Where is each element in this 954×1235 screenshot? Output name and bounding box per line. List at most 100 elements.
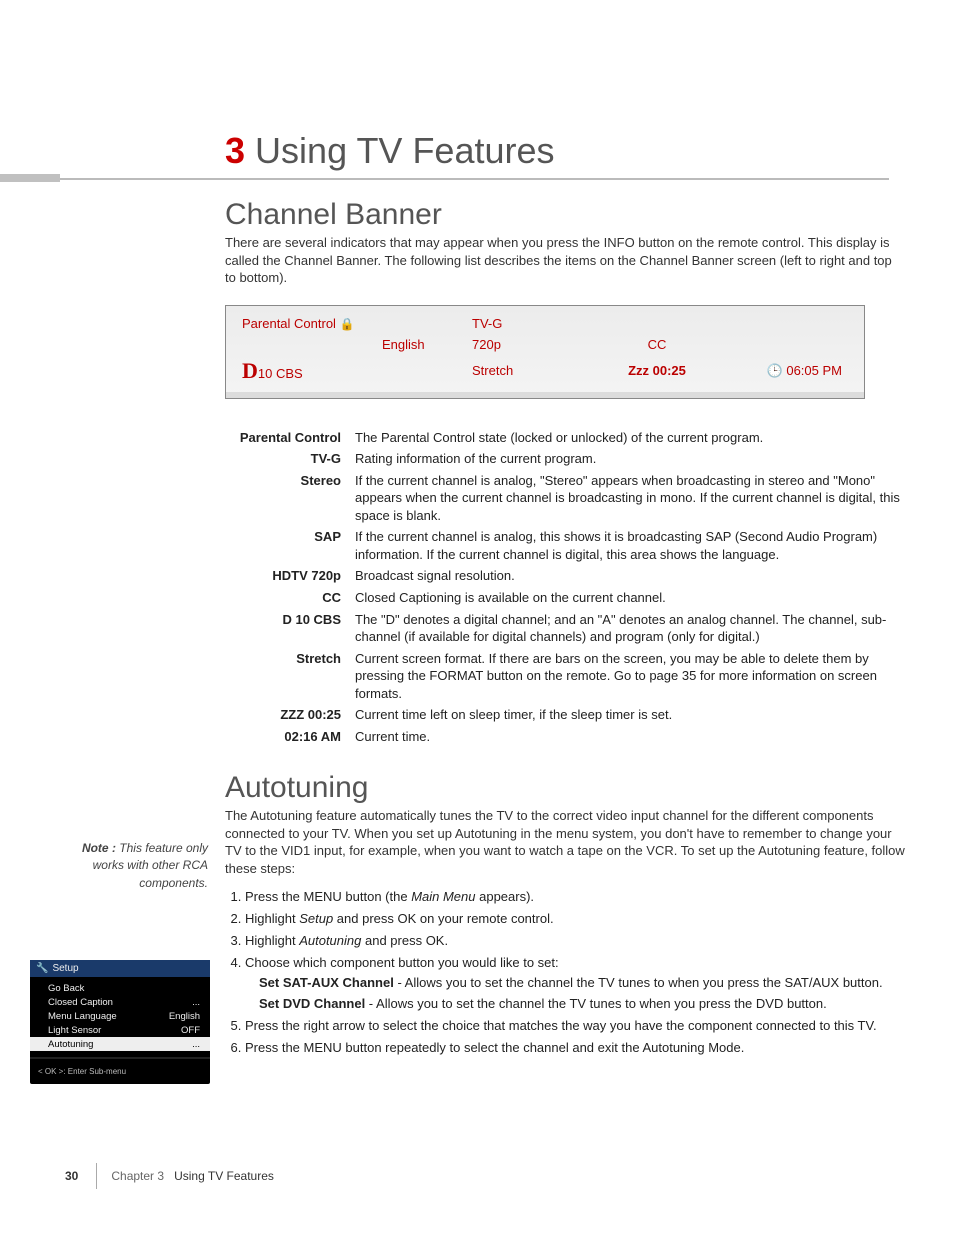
resolution-label: 720p <box>472 337 582 352</box>
definition-term: SAP <box>225 528 355 563</box>
definition-row: 02:16 AMCurrent time. <box>225 728 905 746</box>
definition-term: Stereo <box>225 472 355 525</box>
definition-row: Parental ControlThe Parental Control sta… <box>225 429 905 447</box>
definition-term: D 10 CBS <box>225 611 355 646</box>
definition-desc: Rating information of the current progra… <box>355 450 905 468</box>
definition-desc: If the current channel is analog, this s… <box>355 528 905 563</box>
clock-time: 06:05 PM <box>786 363 842 378</box>
step-text: Press the MENU button (the <box>245 889 411 904</box>
divider <box>60 178 889 180</box>
cc-label: CC <box>582 337 732 352</box>
step-sub-1: Set SAT-AUX Channel - Allows you to set … <box>259 974 905 992</box>
rating-label: TV-G <box>472 316 582 331</box>
channel-id: D10 CBS <box>242 358 382 384</box>
setup-menu-row-label: Light Sensor <box>48 1025 101 1036</box>
sleep-timer: Zzz 00:25 <box>582 363 732 378</box>
definition-row: TV-GRating information of the current pr… <box>225 450 905 468</box>
page-footer: 30 Chapter 3 Using TV Features <box>65 1163 274 1189</box>
setup-menu-row-value: ... <box>192 1039 200 1050</box>
clock-icon: 🕒 <box>767 363 783 379</box>
step-3: Highlight Autotuning and press OK. <box>245 932 905 950</box>
step-em: Setup <box>299 911 333 926</box>
step-em: Autotuning <box>299 933 361 948</box>
setup-menu-title: 🔧 Setup <box>30 960 210 977</box>
setup-menu-row-value: English <box>169 1011 200 1022</box>
page: 3 Using TV Features Channel Banner There… <box>0 0 954 1235</box>
setup-menu-row: Autotuning... <box>30 1037 210 1051</box>
definition-row: SAPIf the current channel is analog, thi… <box>225 528 905 563</box>
definition-term: CC <box>225 589 355 607</box>
definition-row: StretchCurrent screen format. If there a… <box>225 650 905 703</box>
digital-indicator: D <box>242 358 258 384</box>
definition-desc: If the current channel is analog, "Stere… <box>355 472 905 525</box>
side-note: Note : This feature only works with othe… <box>68 840 208 892</box>
channel-number: 10 CBS <box>258 366 303 381</box>
autotuning-intro: The Autotuning feature automatically tun… <box>225 807 905 877</box>
setup-menu-row-value: ... <box>192 997 200 1008</box>
step-4: Choose which component button you would … <box>245 954 905 1013</box>
definition-row: HDTV 720p Broadcast signal resolution. <box>225 567 905 585</box>
definition-term: TV-G <box>225 450 355 468</box>
setup-steps: Press the MENU button (the Main Menu app… <box>245 888 905 1058</box>
definition-term: 02:16 AM <box>225 728 355 746</box>
step-sub-text: - Allows you to set the channel the TV t… <box>365 996 827 1011</box>
accent-bar <box>0 174 60 182</box>
language-label: English <box>382 337 472 352</box>
step-text: Highlight <box>245 911 299 926</box>
step-em: Main Menu <box>411 889 475 904</box>
setup-menu-title-text: Setup <box>52 963 78 974</box>
definition-row: ZZZ 00:25Current time left on sleep time… <box>225 706 905 724</box>
setup-menu-row-label: Go Back <box>48 983 84 994</box>
footer-chapter-label: Chapter 3 <box>111 1169 164 1183</box>
section-title-channel-banner: Channel Banner <box>225 198 905 232</box>
definition-desc: Current screen format. If there are bars… <box>355 650 905 703</box>
content-column: Channel Banner There are several indicat… <box>225 198 905 1057</box>
definition-row: D 10 CBSThe "D" denotes a digital channe… <box>225 611 905 646</box>
footer-divider <box>96 1163 97 1189</box>
step-sub-bold: Set SAT-AUX Channel <box>259 975 394 990</box>
definition-term: ZZZ 00:25 <box>225 706 355 724</box>
step-6: Press the MENU button repeatedly to sele… <box>245 1039 905 1057</box>
parental-control-text: Parental Control <box>242 316 336 331</box>
definition-row: StereoIf the current channel is analog, … <box>225 472 905 525</box>
banner-row-3: D10 CBS Stretch Zzz 00:25 🕒 06:05 PM <box>242 358 848 384</box>
channel-banner: Parental Control 🔒 TV-G English 720p CC … <box>225 305 865 399</box>
definition-desc: Closed Captioning is available on the cu… <box>355 589 905 607</box>
definition-desc: Broadcast signal resolution. <box>355 567 905 585</box>
setup-menu-row: Go Back <box>30 981 210 995</box>
section-title-autotuning: Autotuning <box>225 771 905 805</box>
step-text: Choose which component button you would … <box>245 955 559 970</box>
stretch-label: Stretch <box>472 363 582 378</box>
setup-menu-row-label: Menu Language <box>48 1011 117 1022</box>
definition-desc: The "D" denotes a digital channel; and a… <box>355 611 905 646</box>
chapter-title: 3 Using TV Features <box>225 130 889 172</box>
setup-menu-row-label: Autotuning <box>48 1039 93 1050</box>
step-5: Press the right arrow to select the choi… <box>245 1017 905 1035</box>
banner-row-1: Parental Control 🔒 TV-G <box>242 316 848 331</box>
step-sub-bold: Set DVD Channel <box>259 996 365 1011</box>
definition-term: Stretch <box>225 650 355 703</box>
wrench-icon: 🔧 <box>36 963 48 974</box>
setup-menu-row-value: OFF <box>181 1025 200 1036</box>
definition-term: Parental Control <box>225 429 355 447</box>
step-text: appears). <box>476 889 535 904</box>
step-text: Highlight <box>245 933 299 948</box>
parental-control-label: Parental Control 🔒 <box>242 316 382 331</box>
page-number: 30 <box>65 1169 78 1183</box>
setup-menu-row: Closed Caption... <box>30 995 210 1009</box>
step-text: and press OK. <box>361 933 448 948</box>
step-sub-text: - Allows you to set the channel the TV t… <box>394 975 883 990</box>
step-1: Press the MENU button (the Main Menu app… <box>245 888 905 906</box>
step-sub-2: Set DVD Channel - Allows you to set the … <box>259 995 905 1013</box>
definition-term: HDTV 720p <box>225 567 355 585</box>
chapter-name: Using TV Features <box>255 130 554 171</box>
setup-menu-row: Light Sensor OFF <box>30 1023 210 1037</box>
chapter-number: 3 <box>225 130 245 171</box>
definition-list: Parental ControlThe Parental Control sta… <box>225 429 905 746</box>
definition-row: CCClosed Captioning is available on the … <box>225 589 905 607</box>
banner-row-2: English 720p CC <box>242 337 848 352</box>
section-intro: There are several indicators that may ap… <box>225 234 905 287</box>
definition-desc: Current time left on sleep timer, if the… <box>355 706 905 724</box>
setup-menu-footer: < OK >: Enter Sub-menu <box>30 1057 210 1078</box>
setup-menu-row-label: Closed Caption <box>48 997 113 1008</box>
